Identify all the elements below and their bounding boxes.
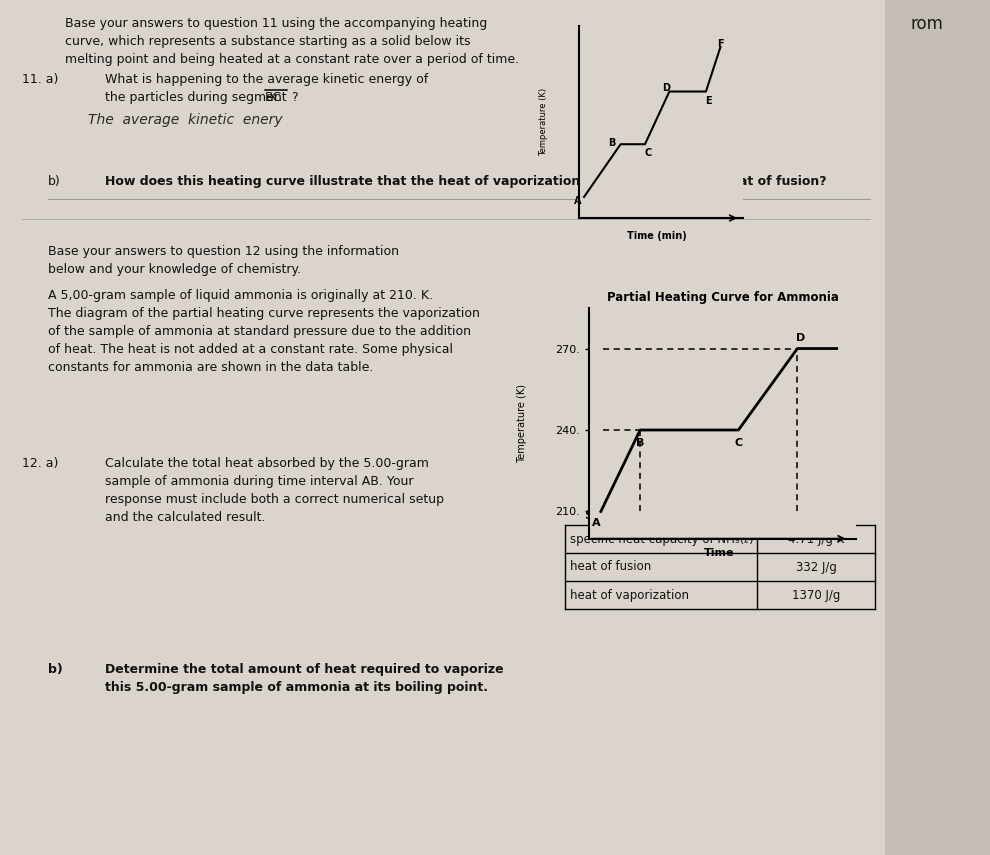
- Text: B: B: [609, 138, 616, 148]
- Text: Calculate the total heat absorbed by the 5.00-gram: Calculate the total heat absorbed by the…: [105, 457, 429, 470]
- Text: and the calculated result.: and the calculated result.: [105, 511, 265, 524]
- Text: Time: Time: [704, 548, 734, 558]
- Text: F: F: [717, 38, 724, 49]
- Text: b): b): [48, 175, 60, 188]
- Text: of heat. The heat is not added at a constant rate. Some physical: of heat. The heat is not added at a cons…: [48, 343, 453, 356]
- Text: C: C: [735, 438, 742, 448]
- Text: of the sample of ammonia at standard pressure due to the addition: of the sample of ammonia at standard pre…: [48, 325, 471, 338]
- Text: Some Physical Constants for Ammonia: Some Physical Constants for Ammonia: [585, 509, 855, 522]
- Text: below and your knowledge of chemistry.: below and your knowledge of chemistry.: [48, 263, 301, 276]
- Text: C: C: [644, 149, 651, 158]
- Text: BC: BC: [265, 91, 282, 104]
- Text: this 5.00-gram sample of ammonia at its boiling point.: this 5.00-gram sample of ammonia at its …: [105, 681, 488, 694]
- Text: How does this heating curve illustrate that the heat of vaporization is greater : How does this heating curve illustrate t…: [105, 175, 827, 188]
- Text: constants for ammonia are shown in the data table.: constants for ammonia are shown in the d…: [48, 361, 373, 374]
- Text: E: E: [706, 96, 712, 106]
- Text: The  average  kinetic  enery: The average kinetic enery: [88, 113, 282, 127]
- Text: 1370 J/g: 1370 J/g: [792, 588, 841, 602]
- Text: 12. a): 12. a): [22, 457, 58, 470]
- Text: Temperature (K): Temperature (K): [539, 88, 547, 156]
- Text: Temperature (K): Temperature (K): [517, 384, 528, 463]
- Text: 4.71 J/g·K: 4.71 J/g·K: [788, 533, 844, 545]
- Text: heat of fusion: heat of fusion: [570, 561, 651, 574]
- Text: Base your answers to question 11 using the accompanying heating: Base your answers to question 11 using t…: [65, 17, 487, 30]
- Text: melting point and being heated at a constant rate over a period of time.: melting point and being heated at a cons…: [65, 53, 519, 66]
- Text: b): b): [48, 663, 62, 676]
- Text: D: D: [661, 84, 669, 93]
- Text: response must include both a correct numerical setup: response must include both a correct num…: [105, 493, 444, 506]
- Text: sample of ammonia during time interval AB. Your: sample of ammonia during time interval A…: [105, 475, 414, 488]
- Text: Determine the total amount of heat required to vaporize: Determine the total amount of heat requi…: [105, 663, 504, 676]
- Text: The diagram of the partial heating curve represents the vaporization: The diagram of the partial heating curve…: [48, 307, 480, 320]
- Text: What is happening to the average kinetic energy of: What is happening to the average kinetic…: [105, 73, 429, 86]
- Text: the particles during segment: the particles during segment: [105, 91, 291, 104]
- Text: rom: rom: [910, 15, 942, 33]
- Bar: [885, 0, 990, 855]
- Text: 332 J/g: 332 J/g: [796, 561, 837, 574]
- Text: D: D: [796, 333, 805, 343]
- Text: A 5,00-gram sample of liquid ammonia is originally at 210. K.: A 5,00-gram sample of liquid ammonia is …: [48, 289, 433, 302]
- Text: curve, which represents a substance starting as a solid below its: curve, which represents a substance star…: [65, 35, 470, 48]
- Text: 11. a): 11. a): [22, 73, 58, 86]
- Text: Time (min): Time (min): [628, 231, 687, 241]
- Text: B: B: [636, 438, 644, 448]
- Text: ?: ?: [288, 91, 299, 104]
- Text: heat of vaporization: heat of vaporization: [570, 588, 689, 602]
- Title: Partial Heating Curve for Ammonia: Partial Heating Curve for Ammonia: [607, 291, 839, 304]
- Text: A: A: [592, 518, 601, 528]
- Bar: [0, 0, 885, 855]
- Text: specific heat capacity of NH₃(ℓ): specific heat capacity of NH₃(ℓ): [570, 533, 753, 545]
- Text: A: A: [574, 196, 582, 206]
- Text: Base your answers to question 12 using the information: Base your answers to question 12 using t…: [48, 245, 399, 258]
